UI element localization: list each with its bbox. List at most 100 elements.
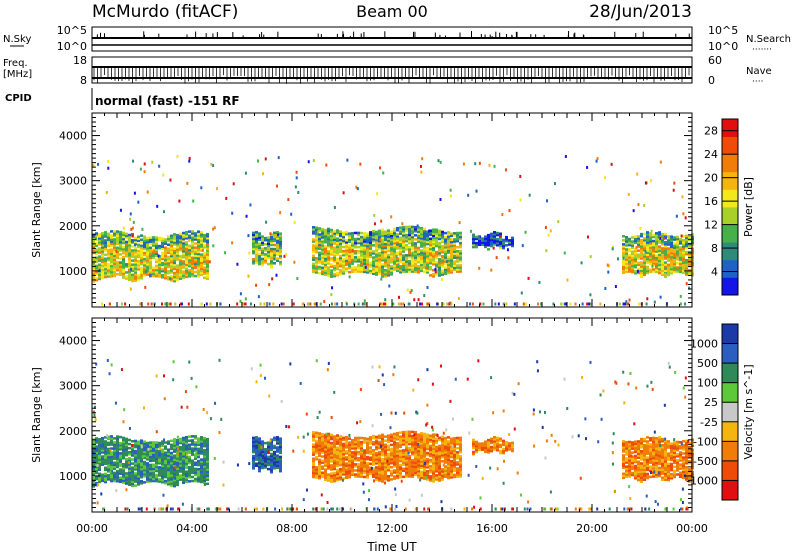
echo-cell: [351, 236, 354, 239]
echo-cell: [110, 467, 113, 471]
echo-cell: [258, 256, 261, 260]
echo-cell: [405, 471, 408, 474]
echo-cell: [378, 229, 381, 233]
echo-cell: [200, 259, 203, 262]
echo-region: [252, 436, 282, 474]
echo-cell: [475, 442, 478, 446]
echo-cell: [420, 450, 423, 453]
echo-cell: [363, 449, 366, 452]
ground-cell: [599, 302, 602, 306]
echo-cell: [384, 250, 387, 254]
scatter-cell: [420, 170, 423, 174]
echo-cell: [173, 454, 176, 457]
echo-cell: [261, 243, 264, 246]
echo-cell: [321, 258, 324, 261]
echo-cell: [351, 242, 354, 245]
echo-cell: [408, 461, 411, 464]
echo-cell: [414, 227, 417, 231]
echo-cell: [441, 273, 444, 276]
scatter-cell: [478, 161, 481, 165]
echo-cell: [351, 465, 354, 468]
echo-cell: [107, 242, 110, 246]
echo-cell: [447, 470, 450, 474]
echo-cell: [312, 226, 315, 229]
echo-cell: [158, 478, 161, 481]
echo-cell: [414, 447, 417, 450]
scatter-cell: [659, 295, 662, 299]
echo-cell: [396, 476, 399, 480]
echo-cell: [426, 254, 429, 258]
echo-cell: [92, 444, 95, 448]
echo-cell: [450, 437, 453, 441]
echo-cell: [197, 234, 200, 238]
nave-bottom: 0: [708, 74, 715, 87]
echo-cell: [101, 234, 104, 237]
echo-cell: [475, 243, 478, 247]
scatter-cell: [342, 191, 345, 195]
echo-cell: [134, 468, 137, 471]
echo-cell: [369, 241, 372, 244]
echo-cell: [258, 457, 261, 461]
scatter-cell: [416, 224, 419, 228]
echo-cell: [167, 452, 170, 456]
echo-cell: [140, 439, 143, 442]
echo-cell: [149, 240, 152, 243]
echo-cell: [643, 273, 646, 276]
echo-cell: [258, 463, 261, 467]
echo-cell: [369, 466, 372, 470]
echo-cell: [107, 256, 110, 260]
echo-cell: [185, 446, 188, 449]
echo-cell: [444, 254, 447, 257]
echo-cell: [333, 477, 336, 481]
echo-cell: [459, 461, 462, 464]
echo-cell: [125, 437, 128, 441]
echo-cell: [191, 246, 194, 249]
echo-cell: [423, 444, 426, 448]
ground-cell: [353, 302, 356, 306]
echo-cell: [655, 242, 658, 245]
echo-cell: [122, 272, 125, 275]
echo-cell: [688, 258, 691, 262]
echo-cell: [128, 245, 131, 249]
scatter-cell: [528, 193, 531, 197]
echo-cell: [146, 248, 149, 252]
echo-cell: [170, 258, 173, 262]
echo-cell: [646, 247, 649, 250]
echo-cell: [375, 478, 378, 481]
echo-cell: [98, 480, 101, 484]
echo-cell: [453, 453, 456, 456]
echo-cell: [366, 443, 369, 447]
echo-cell: [375, 273, 378, 276]
echo-cell: [324, 261, 327, 264]
echo-cell: [119, 476, 122, 479]
ground-cell: [150, 302, 153, 306]
echo-cell: [411, 260, 414, 263]
echo-cell: [441, 271, 444, 274]
echo-cell: [182, 477, 185, 480]
echo-cell: [354, 463, 357, 466]
echo-cell: [128, 471, 131, 474]
echo-cell: [423, 436, 426, 440]
echo-cell: [276, 464, 279, 468]
echo-cell: [429, 239, 432, 243]
echo-cell: [351, 447, 354, 450]
ground-cell: [249, 302, 252, 306]
echo-cell: [164, 248, 167, 251]
echo-cell: [330, 466, 333, 469]
echo-cell: [429, 259, 432, 263]
echo-cell: [185, 460, 188, 463]
echo-cell: [402, 250, 405, 253]
scatter-cell: [664, 272, 667, 276]
echo-cell: [381, 259, 384, 262]
ground-cell: [200, 302, 203, 306]
echo-cell: [682, 267, 685, 271]
echo-cell: [315, 263, 318, 266]
echo-cell: [203, 252, 206, 255]
echo-cell: [315, 435, 318, 439]
echo-cell: [496, 231, 499, 235]
echo-cell: [408, 233, 411, 237]
echo-cell: [158, 267, 161, 270]
echo-cell: [122, 479, 125, 482]
echo-cell: [191, 465, 194, 469]
echo-cell: [107, 250, 110, 254]
